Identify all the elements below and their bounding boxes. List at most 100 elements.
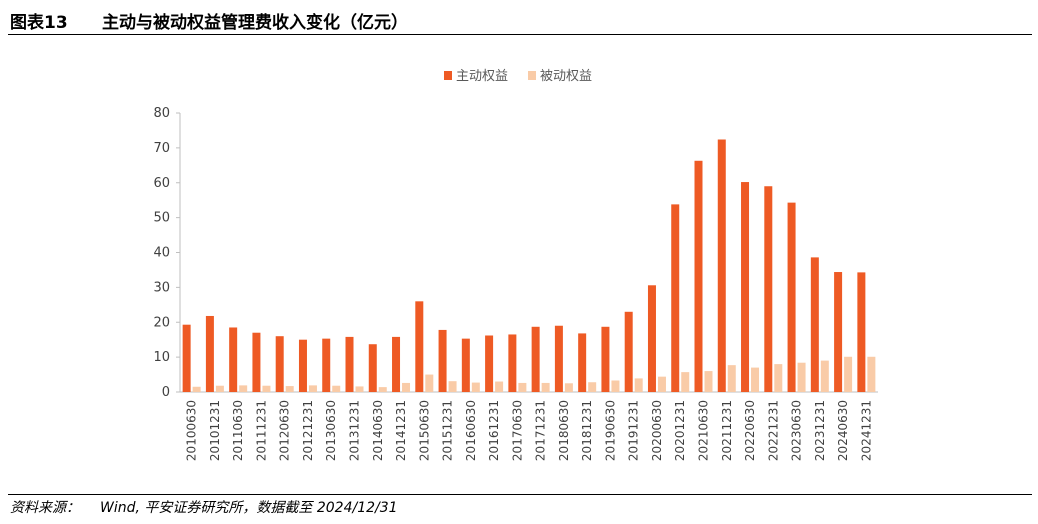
bar-passive: [425, 374, 434, 392]
legend-label: 主动权益: [456, 68, 508, 84]
legend-label: 被动权益: [540, 68, 592, 84]
bar-passive: [471, 382, 480, 392]
bar-passive: [634, 378, 643, 392]
bar-passive: [751, 367, 760, 392]
x-tick-label: 20111231: [254, 400, 268, 461]
bar-active: [764, 186, 773, 392]
x-tick-label: 20221231: [766, 400, 780, 461]
bar-passive: [285, 386, 294, 392]
legend-swatch: [444, 71, 452, 80]
bar-active: [205, 315, 214, 392]
bar-passive: [262, 385, 271, 392]
bar-active: [694, 160, 703, 392]
bar-passive: [797, 362, 806, 392]
bar-passive: [588, 382, 597, 392]
x-tick-label: 20141231: [394, 400, 408, 461]
bar-active: [741, 182, 750, 392]
x-tick-label: 20210630: [697, 400, 711, 461]
x-tick-label: 20231231: [813, 400, 827, 461]
x-axis: 20100630 20101231 20110630 20111231 20120630…: [185, 400, 874, 461]
bar-active: [461, 338, 470, 392]
bar-passive: [867, 356, 876, 392]
bar-active: [624, 311, 633, 392]
x-tick-label: 20151231: [441, 400, 455, 461]
bar-passive: [820, 360, 829, 392]
figure-number: 图表13: [10, 13, 68, 33]
bar-active: [787, 202, 796, 392]
x-tick-label: 20100630: [185, 400, 199, 461]
bar-active: [857, 272, 866, 392]
bar-passive: [355, 386, 364, 392]
x-tick-label: 20110630: [231, 400, 245, 461]
x-tick-label: 20230630: [790, 400, 804, 461]
bar-passive: [681, 372, 690, 392]
x-tick-label: 20191231: [627, 400, 641, 461]
x-tick-label: 20190630: [603, 400, 617, 461]
bar-active: [182, 324, 191, 392]
x-tick-label: 20241231: [859, 400, 873, 461]
x-tick-label: 20161231: [487, 400, 501, 461]
y-tick-label: 70: [153, 141, 170, 156]
y-tick-label: 60: [153, 176, 170, 191]
x-tick-label: 20121231: [301, 400, 315, 461]
bar-passive: [611, 380, 620, 392]
x-tick-label: 20201231: [673, 400, 687, 461]
x-tick-label: 20131231: [348, 400, 362, 461]
bar-passive: [704, 371, 713, 392]
x-tick-label: 20181231: [580, 400, 594, 461]
bar-active: [368, 344, 377, 392]
bar-passive: [657, 376, 666, 392]
x-tick-label: 20170630: [510, 400, 524, 461]
x-tick-label: 20130630: [324, 400, 338, 461]
bar-passive: [518, 382, 527, 392]
bar-series: [182, 139, 876, 392]
bar-active: [671, 204, 680, 392]
source-text: Wind, 平安证券研究所，数据截至 2024/12/31: [100, 500, 398, 516]
y-tick-label: 50: [153, 211, 170, 226]
x-tick-label: 20120630: [278, 400, 292, 461]
bar-active: [229, 327, 238, 392]
y-tick-label: 40: [153, 246, 170, 261]
bar-passive: [564, 383, 573, 392]
bar-active: [810, 257, 819, 392]
bar-passive: [495, 381, 504, 392]
bar-active: [508, 334, 517, 392]
bar-passive: [402, 382, 411, 392]
bar-passive: [727, 365, 736, 392]
bar-active: [298, 339, 307, 392]
figure-title: 主动与被动权益管理费收入变化（亿元）: [102, 13, 408, 33]
x-tick-label: 20211231: [720, 400, 734, 461]
bar-active: [531, 326, 540, 392]
bar-active: [438, 329, 447, 392]
bar-active: [345, 336, 354, 392]
y-tick-label: 30: [153, 280, 170, 295]
x-tick-label: 20160630: [464, 400, 478, 461]
bar-active: [601, 326, 610, 392]
chart-legend: 主动权益 被动权益: [444, 68, 592, 84]
y-tick-label: 20: [153, 315, 170, 330]
y-tick-label: 0: [162, 385, 170, 400]
bar-active: [275, 336, 284, 392]
bar-passive: [774, 364, 783, 392]
legend-swatch: [528, 71, 536, 80]
bar-active: [647, 285, 656, 392]
bar-passive: [192, 386, 201, 392]
y-tick-label: 80: [153, 106, 170, 121]
y-axis: 0 10 20 30 40 50 60 70 80: [153, 106, 878, 400]
bar-active: [834, 272, 843, 392]
bar-active: [717, 139, 726, 392]
bar-active: [554, 325, 563, 392]
bar-passive: [378, 387, 387, 392]
bar-passive: [541, 382, 550, 392]
x-tick-label: 20150630: [417, 400, 431, 461]
x-tick-label: 20101231: [208, 400, 222, 461]
bar-passive: [308, 385, 317, 392]
bar-chart: 主动权益 被动权益 0 10 20 30 40 50 60 70 80 20100630 20101…: [153, 68, 878, 461]
source-label: 资料来源：: [10, 500, 80, 516]
x-tick-label: 20240630: [836, 400, 850, 461]
x-tick-label: 20171231: [534, 400, 548, 461]
bar-active: [322, 338, 331, 392]
bar-passive: [239, 385, 248, 392]
x-tick-label: 20140630: [371, 400, 385, 461]
figure-footer: 资料来源： Wind, 平安证券研究所，数据截至 2024/12/31: [8, 494, 1032, 516]
